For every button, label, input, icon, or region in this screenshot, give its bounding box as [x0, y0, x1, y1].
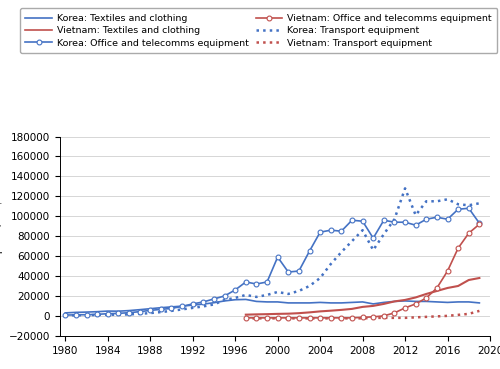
Legend: Korea: Textiles and clothing, Vietnam: Textiles and clothing, Korea: Office and : Korea: Textiles and clothing, Vietnam: T… — [20, 8, 498, 54]
Y-axis label: Value of exports, US$ million: Value of exports, US$ million — [0, 161, 4, 311]
